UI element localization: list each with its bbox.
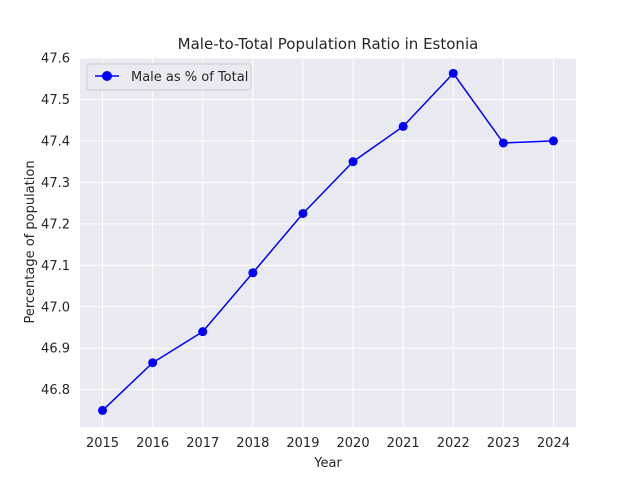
x-axis-label: Year: [313, 456, 342, 471]
data-point: [548, 136, 558, 146]
y-tick-label: 47.1: [41, 259, 70, 274]
y-tick-label: 47.6: [41, 52, 70, 67]
legend-box: [86, 63, 252, 91]
data-point: [148, 358, 158, 368]
y-tick-label: 46.8: [41, 383, 70, 398]
data-point: [298, 208, 308, 218]
legend: Male as % of Total: [86, 63, 252, 91]
y-tick-label: 47.4: [41, 134, 70, 149]
x-tick-label: 2021: [387, 436, 420, 451]
data-point: [498, 138, 508, 148]
x-tick-labels: 2015 2016 2017 2018 2019 2020 2021 2022 2023 2024: [86, 436, 570, 451]
x-tick-label: 2019: [286, 436, 319, 451]
data-point: [398, 121, 408, 131]
y-tick-label: 47.0: [41, 300, 70, 315]
x-tick-label: 2017: [186, 436, 219, 451]
y-axis-label: Percentage of population: [23, 160, 38, 323]
x-tick-label: 2023: [487, 436, 520, 451]
x-tick-label: 2018: [236, 436, 269, 451]
data-point: [198, 327, 208, 337]
grid-lines: [80, 57, 576, 427]
data-point: [448, 68, 458, 78]
series-line: [102, 72, 554, 411]
series-layer: [98, 68, 558, 415]
x-tick-label: 2020: [337, 436, 370, 451]
x-tick-label: 2024: [537, 436, 570, 451]
y-tick-label: 47.3: [41, 176, 70, 191]
legend-label: Male as % of Total: [131, 70, 248, 85]
legend-marker: [102, 71, 112, 81]
data-point: [248, 268, 258, 278]
data-point: [98, 405, 108, 415]
data-point: [348, 157, 358, 167]
y-tick-label: 47.2: [41, 217, 70, 232]
plot-area: [80, 58, 576, 427]
x-tick-label: 2016: [136, 436, 169, 451]
x-tick-label: 2015: [86, 436, 119, 451]
y-tick-label: 47.5: [41, 93, 70, 108]
y-tick-label: 46.9: [41, 342, 70, 357]
chart-title: Male-to-Total Population Ratio in Estoni…: [178, 35, 479, 53]
y-tick-labels: 46.8 46.9 47.0 47.1 47.2 47.3 47.4 47.5 47.6: [41, 52, 70, 399]
x-tick-label: 2022: [437, 436, 470, 451]
